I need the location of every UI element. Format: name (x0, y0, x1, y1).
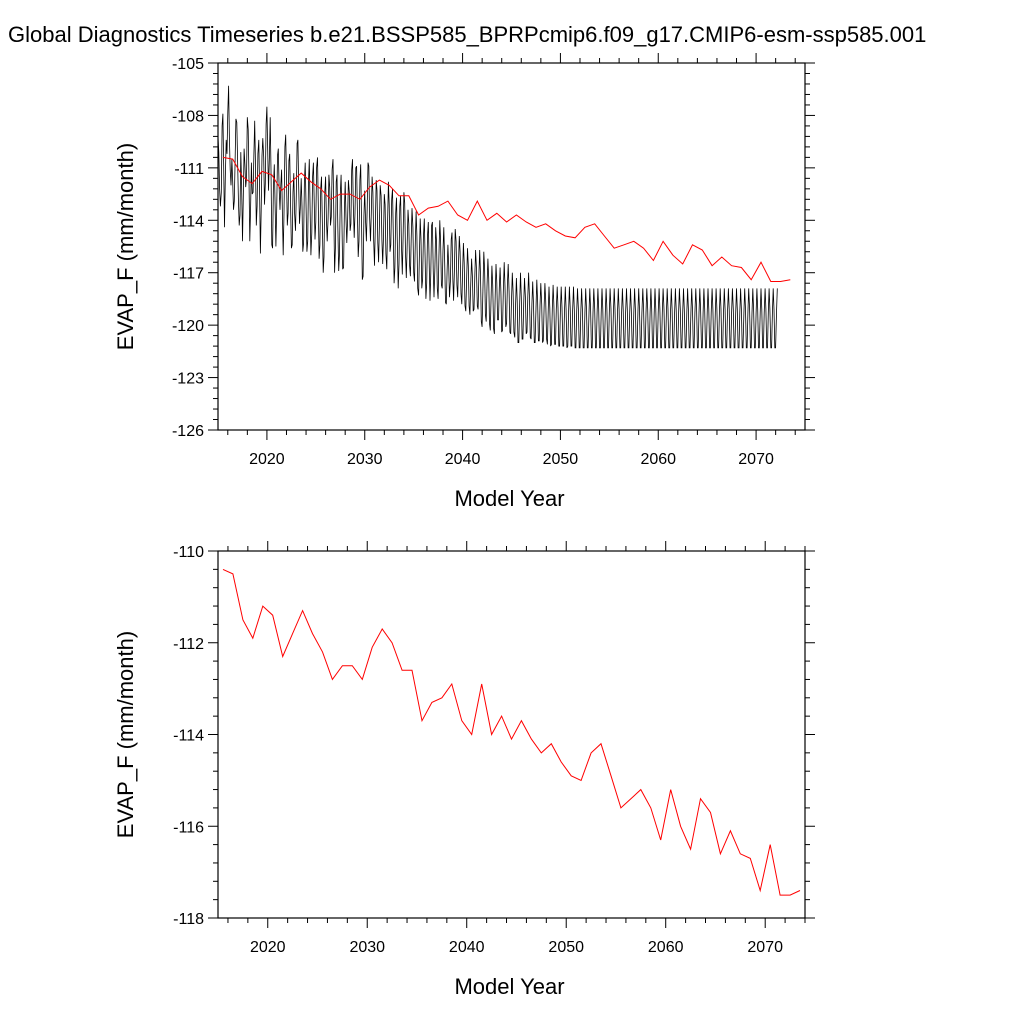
top-panel: -126 -123 -120 -117 -114 -111 -108 -105 2020 2030… (113, 53, 815, 511)
x-tick-label: 2060 (640, 451, 676, 468)
x-axis-title: Model Year (454, 486, 564, 511)
x-tick-label: 2050 (543, 451, 579, 468)
y-tick-label: -111 (174, 161, 204, 178)
plot-frame (217, 62, 806, 431)
y-tick-label: -118 (173, 911, 204, 928)
x-tick-label: 2070 (738, 451, 774, 468)
x-tick-label: 2030 (349, 939, 385, 956)
y-tick-label: -126 (172, 423, 204, 440)
x-tick-label: 2050 (548, 939, 584, 956)
x-tick-label: 2070 (747, 939, 783, 956)
x-tick-label: 2020 (250, 939, 286, 956)
annual-mean-series-line (222, 568, 801, 896)
x-tick-label: 2040 (445, 451, 481, 468)
y-tick-label: -105 (172, 56, 204, 73)
y-tick-label: -108 (172, 108, 204, 125)
figure-title: Global Diagnostics Timeseries b.e21.BSSP… (8, 22, 927, 47)
y-tick-label: -116 (173, 819, 204, 836)
x-tick-label: 2030 (347, 451, 383, 468)
plot-frame (217, 550, 806, 919)
y-tick-label: -114 (173, 213, 204, 230)
y-axis-title: EVAP_F (mm/month) (113, 631, 138, 838)
x-tick-label: 2040 (449, 939, 485, 956)
x-tick-label: 2020 (249, 451, 285, 468)
y-tick-label: -114 (173, 728, 204, 745)
x-axis-title: Model Year (454, 974, 564, 999)
monthly-series-line (218, 85, 778, 349)
y-tick-label: -123 (172, 371, 204, 388)
y-tick-label: -120 (172, 318, 204, 335)
x-tick-label: 2060 (648, 939, 684, 956)
y-tick-label: -112 (173, 636, 204, 653)
bottom-panel: -118 -116 -114 -112 -110 2020 2030 2040 2050 2060… (113, 541, 815, 999)
y-tick-label: -110 (173, 544, 204, 561)
y-tick-label: -117 (173, 266, 204, 283)
y-axis-title: EVAP_F (mm/month) (113, 143, 138, 350)
annual-mean-series-line (222, 156, 791, 282)
